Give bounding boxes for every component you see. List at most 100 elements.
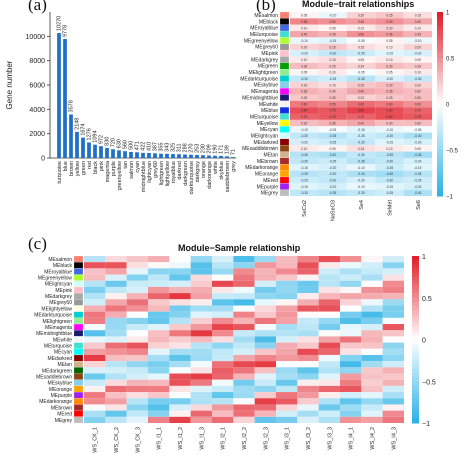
bar-data-label: 1276 — [87, 128, 93, 140]
heatmap-cell — [276, 299, 298, 306]
heatmap-cell — [212, 361, 234, 368]
heatmap-cell — [290, 100, 319, 108]
heatmap-cell — [105, 268, 127, 275]
heatmap-cell — [105, 330, 127, 337]
heatmap-cell — [212, 311, 234, 318]
cell-value: -0.15 — [386, 52, 393, 56]
heatmap-cell — [105, 336, 127, 343]
heatmap-cell — [297, 342, 319, 349]
heatmap-cell — [126, 256, 148, 263]
row-label: MEpink — [261, 51, 278, 57]
heatmap-cell — [382, 268, 404, 275]
cell-value: -0.35 — [386, 153, 393, 157]
heatmap-cell — [297, 293, 319, 300]
heatmap-cell — [148, 268, 170, 275]
heatmap-cell — [318, 132, 347, 139]
heatmap-cell — [148, 299, 170, 306]
bar — [69, 114, 73, 158]
x-tick-label: pink — [99, 161, 105, 171]
heatmap-cell — [318, 373, 340, 380]
cell-value: 0.30 — [301, 121, 307, 125]
cell-value: 0.25 — [386, 14, 392, 18]
heatmap-cell — [233, 274, 255, 281]
heatmap-cell — [346, 12, 376, 19]
column-label: NaSeO3 — [331, 200, 337, 221]
heatmap-cell — [346, 50, 376, 57]
row-label: MEgrey60 — [49, 300, 72, 306]
heatmap-cell — [212, 410, 234, 417]
heatmap-cell — [346, 81, 376, 89]
heatmap-cell — [375, 119, 404, 127]
legend-gradient-step — [437, 177, 443, 183]
bar-data-label: 230 — [201, 144, 207, 153]
cell-value: -0.30 — [357, 140, 364, 144]
x-tick-label: blue — [63, 161, 69, 171]
heatmap-cell — [169, 361, 191, 368]
heatmap-cell — [190, 336, 212, 343]
heatmap-cell — [126, 342, 148, 349]
module-color-swatch — [73, 268, 84, 275]
heatmap-cell — [346, 138, 376, 146]
heatmap-cell — [361, 311, 383, 318]
heatmap-cell — [276, 336, 298, 343]
x-tick-label: brown — [69, 161, 75, 176]
cell-value: -0.15 — [414, 166, 421, 170]
heatmap-cell — [318, 56, 347, 63]
legend-gradient-step — [437, 145, 443, 151]
heatmap-cell — [105, 348, 127, 355]
legend-gradient-step — [412, 343, 419, 349]
module-color-swatch — [279, 11, 290, 19]
bar-data-label: 325 — [171, 143, 177, 152]
heatmap-cell — [346, 170, 376, 177]
legend-gradient-step — [412, 414, 419, 420]
cell-value: 0.35 — [329, 33, 335, 37]
cell-value: -0.30 — [329, 179, 336, 183]
heatmap-cell — [403, 62, 432, 70]
y-tick-label: 4000 — [29, 107, 45, 114]
heatmap-cell — [84, 361, 106, 368]
heatmap-cell — [340, 330, 362, 337]
heatmap-cell — [233, 311, 255, 318]
heatmap-cell — [346, 176, 376, 184]
row-label: MEdarkred — [254, 140, 279, 146]
cell-value: 0.70 — [301, 115, 307, 119]
cell-value: 0.75 — [329, 115, 335, 119]
heatmap-cell — [361, 398, 383, 405]
row-label: MEdarkgrey — [251, 57, 278, 63]
cell-value: 0.75 — [415, 115, 421, 119]
row-label: MEroyalblue — [44, 269, 72, 275]
heatmap-cell — [212, 379, 234, 386]
cell-value: -0.15 — [329, 39, 336, 43]
heatmap-cell — [340, 398, 362, 405]
heatmap-cell — [318, 81, 347, 89]
heatmap-cell — [318, 293, 340, 300]
heatmap-cell — [190, 317, 212, 325]
cell-value: 0.70 — [415, 109, 421, 113]
row-label: MEmagenta — [45, 325, 72, 331]
module-color-swatch — [279, 107, 290, 114]
legend-gradient-step — [437, 39, 443, 45]
legend-gradient-step — [412, 418, 419, 424]
legend-gradient-step — [437, 62, 443, 68]
panel-c-title: Module−Sample relationship — [178, 243, 301, 253]
heatmap-cell — [212, 330, 234, 337]
heatmap-cell — [346, 31, 376, 38]
legend-gradient-step — [437, 35, 443, 41]
row-label: MEorange — [255, 172, 278, 178]
heatmap-cell — [254, 379, 276, 386]
bar — [219, 155, 223, 158]
legend-gradient-step — [412, 393, 419, 399]
cell-value: -0.35 — [301, 153, 308, 157]
heatmap-cell — [276, 379, 298, 386]
module-color-swatch — [73, 373, 84, 380]
row-label: MEblue — [261, 108, 278, 114]
heatmap-cell — [212, 398, 234, 405]
heatmap-cell — [254, 342, 276, 349]
cell-value: -0.40 — [357, 172, 364, 176]
heatmap-cell — [276, 342, 298, 349]
heatmap-cell — [148, 280, 170, 287]
heatmap-cell — [382, 330, 404, 337]
module-color-swatch — [279, 75, 290, 82]
heatmap-cell — [169, 348, 191, 355]
heatmap-cell — [148, 324, 170, 331]
